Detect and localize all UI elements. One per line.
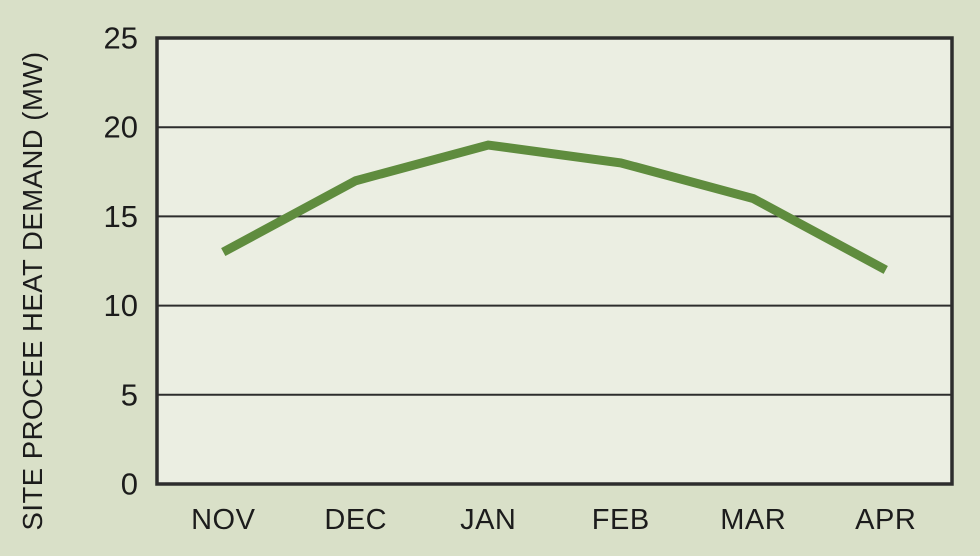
y-tick-label-10: 10 xyxy=(104,288,138,323)
demand-line xyxy=(221,140,888,274)
y-tick-label-15: 15 xyxy=(104,199,138,234)
y-tick-label-20: 20 xyxy=(104,110,138,145)
x-tick-label-nov: NOV xyxy=(191,504,256,536)
x-tick-label-apr: APR xyxy=(855,504,916,536)
plot-area xyxy=(157,38,952,484)
x-tick-label-jan: JAN xyxy=(460,504,516,536)
labels-layer: 0 5 10 15 20 25 NOV DEC JAN FEB MAR APR xyxy=(104,21,916,537)
border-layer xyxy=(155,36,954,486)
y-tick-label-5: 5 xyxy=(121,377,138,412)
plot-layer xyxy=(157,38,952,484)
x-tick-label-dec: DEC xyxy=(324,504,387,536)
y-axis-label: SITE PROCEE HEAT DEMAND (MW) xyxy=(17,52,48,531)
y-tick-label-0: 0 xyxy=(121,467,138,502)
x-tick-label-feb: FEB xyxy=(592,504,650,536)
plot-border xyxy=(155,36,954,486)
series-layer xyxy=(221,140,888,274)
x-tick-label-mar: MAR xyxy=(720,504,786,536)
y-tick-label-25: 25 xyxy=(104,21,138,56)
